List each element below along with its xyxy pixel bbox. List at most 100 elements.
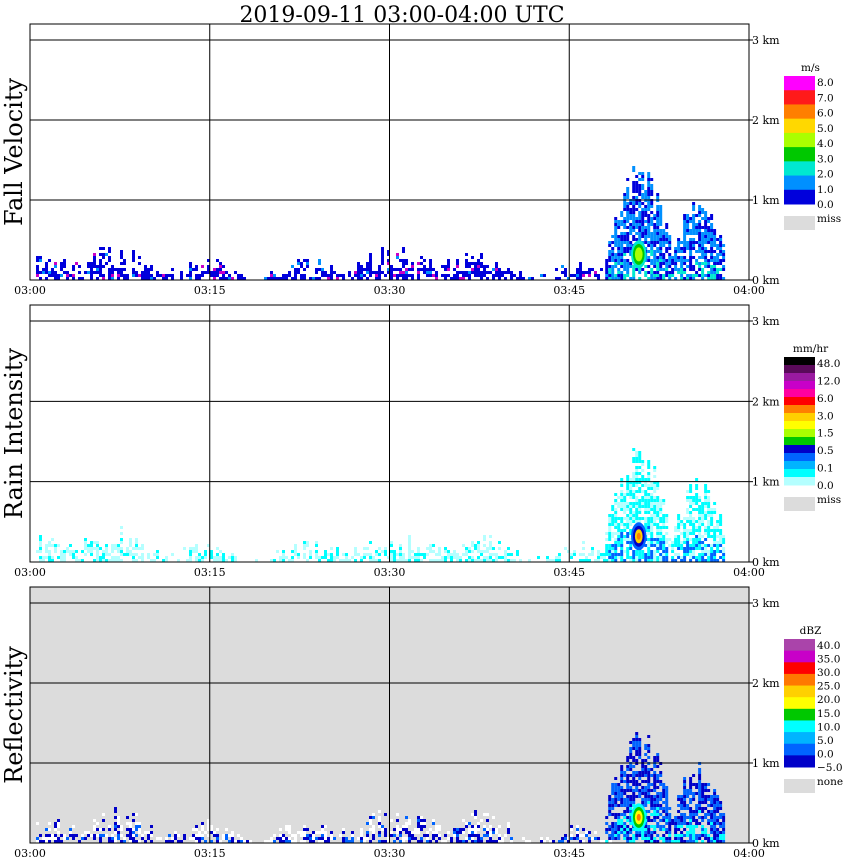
echo-cell — [570, 556, 573, 559]
echo-cell — [120, 253, 123, 256]
echo-cell — [510, 274, 513, 277]
echo-cell — [677, 834, 681, 837]
echo-cell — [180, 274, 183, 277]
echo-cell — [701, 256, 705, 259]
echo-cell — [644, 508, 648, 511]
echo-cell — [626, 502, 630, 505]
echo-cell — [704, 223, 708, 226]
echo-cell — [647, 277, 651, 280]
echo-cell — [674, 831, 678, 834]
echo-cell — [674, 816, 678, 819]
echo-cell — [680, 520, 684, 523]
echo-cell — [297, 553, 300, 556]
echo-cell — [677, 514, 681, 517]
echo-cell — [632, 268, 636, 271]
echo-cell — [641, 196, 645, 199]
y-tick-label: 2 km — [752, 114, 780, 127]
echo-cell — [608, 526, 612, 529]
echo-cell — [647, 547, 651, 550]
echo-cell — [653, 475, 657, 478]
echo-cell — [315, 268, 318, 271]
echo-cell — [264, 277, 267, 280]
echo-cell — [713, 553, 717, 556]
echo-cell — [659, 795, 663, 798]
echo-cell — [429, 544, 432, 547]
echo-cell — [626, 837, 630, 840]
echo-cell — [93, 559, 96, 562]
echo-cell — [45, 268, 48, 271]
echo-cell — [303, 837, 306, 840]
echo-cell — [641, 484, 645, 487]
echo-cell — [701, 807, 705, 810]
echo-cell — [480, 559, 483, 562]
echo-cell — [635, 520, 639, 523]
echo-cell — [704, 490, 708, 493]
echo-cell — [689, 232, 693, 235]
echo-cell — [701, 816, 705, 819]
echo-cell — [632, 511, 636, 514]
echo-cell — [689, 553, 693, 556]
echo-cell — [662, 547, 666, 550]
echo-cell — [617, 247, 621, 250]
y-tick-label: 0 km — [752, 556, 780, 569]
echo-cell — [647, 259, 651, 262]
echo-cell — [650, 481, 654, 484]
echo-cell — [620, 765, 624, 768]
echo-cell — [635, 187, 639, 190]
echo-cell — [713, 789, 717, 792]
echo-cell — [632, 187, 636, 190]
echo-cell — [656, 226, 660, 229]
echo-cell — [629, 496, 633, 499]
echo-cell — [635, 556, 639, 559]
echo-cell — [644, 801, 648, 804]
echo-cell — [423, 822, 426, 825]
echo-cell — [117, 556, 120, 559]
echo-cell — [635, 232, 639, 235]
echo-cell — [489, 541, 492, 544]
echo-cell — [692, 810, 696, 813]
echo-cell — [707, 529, 711, 532]
echo-cell — [638, 559, 642, 562]
echo-cell — [579, 271, 582, 274]
echo-cell — [653, 511, 657, 514]
echo-cell — [240, 274, 243, 277]
echo-cell — [111, 556, 114, 559]
echo-cell — [638, 217, 642, 220]
echo-cell — [644, 774, 648, 777]
echo-cell — [96, 559, 99, 562]
echo-cell — [647, 226, 651, 229]
echo-cell — [165, 559, 168, 562]
echo-cell — [279, 834, 282, 837]
echo-cell — [426, 840, 429, 843]
echo-cell — [707, 556, 711, 559]
echo-cell — [330, 274, 333, 277]
echo-cell — [629, 813, 633, 816]
echo-cell — [683, 559, 687, 562]
echo-cell — [692, 547, 696, 550]
echo-cell — [686, 217, 690, 220]
echo-cell — [704, 274, 708, 277]
echo-cell — [698, 499, 702, 502]
echo-cell — [620, 493, 624, 496]
echo-cell — [689, 828, 693, 831]
echo-cell — [713, 795, 717, 798]
echo-cell — [417, 271, 420, 274]
echo-cell — [336, 547, 339, 550]
echo-cell — [689, 532, 693, 535]
echo-cell — [330, 831, 333, 834]
echo-cell — [635, 514, 639, 517]
echo-cell — [692, 523, 696, 526]
echo-cell — [84, 837, 87, 840]
echo-cell — [617, 262, 621, 265]
echo-cell — [635, 466, 639, 469]
echo-cell — [614, 828, 618, 831]
echo-cell — [198, 840, 201, 843]
echo-cell — [698, 789, 702, 792]
echo-cell — [222, 837, 225, 840]
echo-cell — [387, 837, 390, 840]
echo-cell — [632, 759, 636, 762]
echo-cell — [638, 505, 642, 508]
echo-cell — [620, 547, 624, 550]
echo-cell — [638, 184, 642, 187]
echo-cell — [698, 768, 702, 771]
